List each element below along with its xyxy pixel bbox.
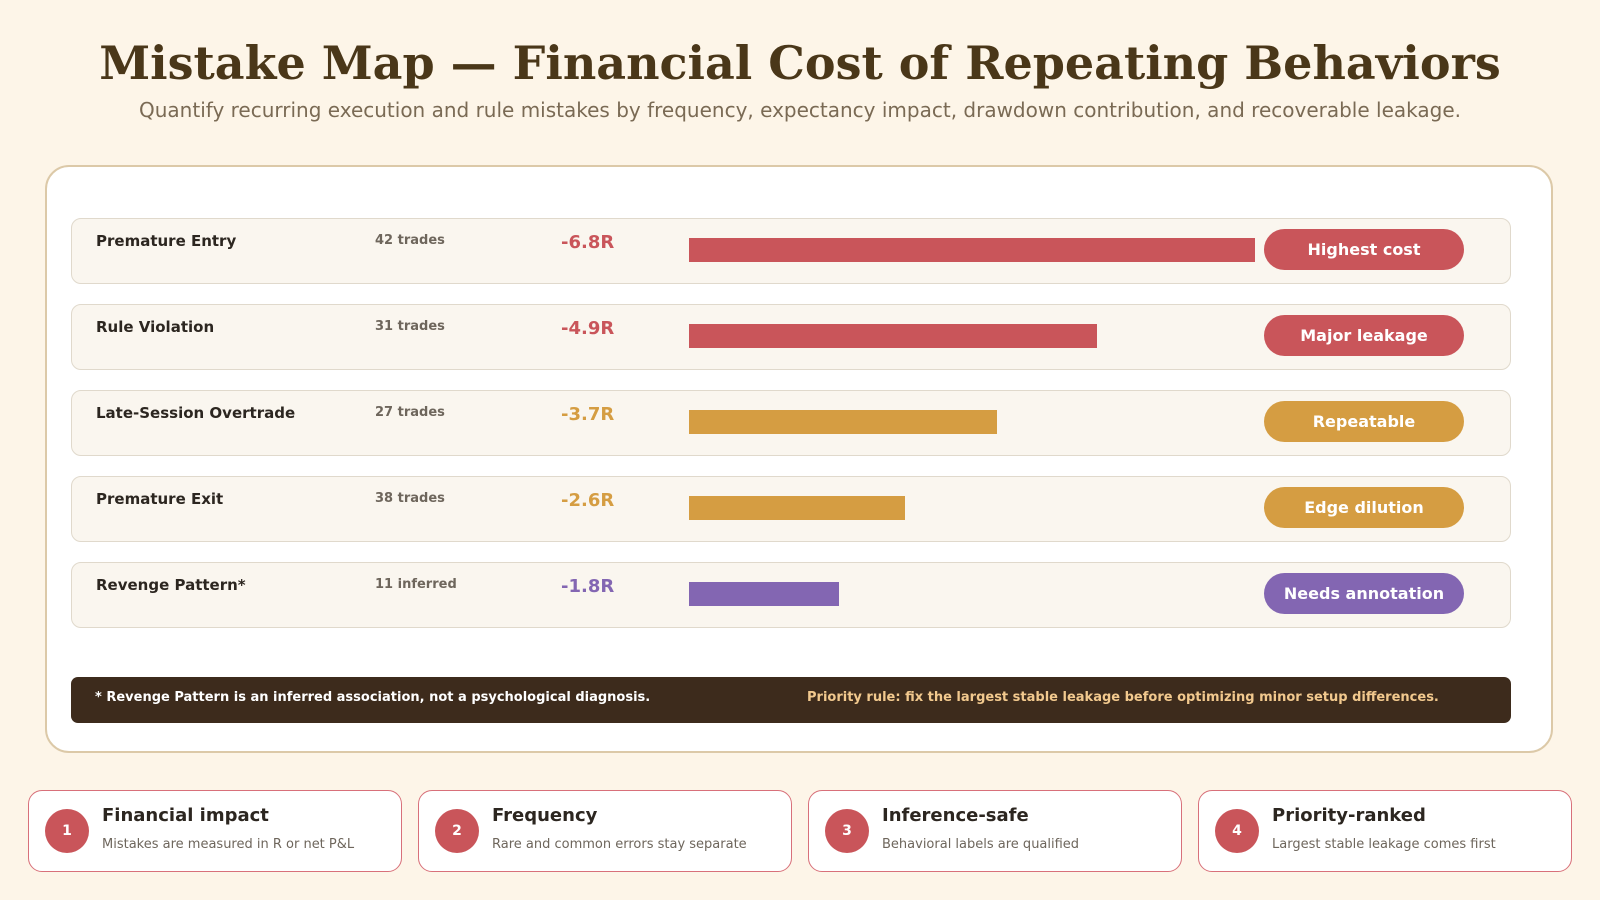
mistake-chart-panel: Premature Entry 42 trades -6.8R Highest … [45,165,1553,753]
mistake-count: 11 inferred [375,577,457,592]
principle-card: 3 Inference-safe Behavioral labels are q… [808,790,1182,872]
mistake-badge: Edge dilution [1264,487,1464,528]
mistake-count: 27 trades [375,405,445,420]
mistake-label: Revenge Pattern* [96,576,246,594]
mistake-badge: Highest cost [1264,229,1464,270]
mistake-value-label: -2.6R [561,490,615,511]
mistake-value-label: -6.8R [561,232,615,253]
card-number-badge: 4 [1215,809,1259,853]
priority-rule: Priority rule: fix the largest stable le… [807,690,1439,705]
card-title: Financial impact [102,805,269,826]
card-number-badge: 2 [435,809,479,853]
card-description: Rare and common errors stay separate [492,837,747,852]
mistake-value-label: -4.9R [561,318,615,339]
mistake-bar [689,410,997,434]
card-description: Mistakes are measured in R or net P&L [102,837,355,852]
mistake-row: Revenge Pattern* 11 inferred -1.8R Needs… [71,562,1511,628]
mistake-bar [689,496,906,520]
mistake-value-label: -3.7R [561,404,615,425]
mistake-count: 42 trades [375,233,445,248]
mistake-label: Rule Violation [96,318,215,336]
mistake-label: Late-Session Overtrade [96,404,296,422]
mistake-label: Premature Entry [96,232,237,250]
bar-track [689,324,1255,348]
mistake-badge: Repeatable [1264,401,1464,442]
mistake-bar [689,324,1097,348]
principle-card: 4 Priority-ranked Largest stable leakage… [1198,790,1572,872]
footer-note-bar: * Revenge Pattern is an inferred associa… [71,677,1511,723]
card-title: Priority-ranked [1272,805,1426,826]
mistake-value-label: -1.8R [561,576,615,597]
page-title: Mistake Map — Financial Cost of Repeatin… [99,36,1501,90]
principle-card: 1 Financial impact Mistakes are measured… [28,790,402,872]
mistake-bar [689,238,1255,262]
mistake-count: 31 trades [375,319,445,334]
mistake-row: Late-Session Overtrade 27 trades -3.7R R… [71,390,1511,456]
principle-card: 2 Frequency Rare and common errors stay … [418,790,792,872]
footnote: * Revenge Pattern is an inferred associa… [95,690,651,705]
bar-track [689,496,1255,520]
bar-track [689,582,1255,606]
mistake-badge: Major leakage [1264,315,1464,356]
mistake-row: Premature Exit 38 trades -2.6R Edge dilu… [71,476,1511,542]
card-description: Behavioral labels are qualified [882,837,1080,852]
card-number-badge: 1 [45,809,89,853]
card-number-badge: 3 [825,809,869,853]
mistake-badge: Needs annotation [1264,573,1464,614]
card-title: Frequency [492,805,598,826]
page-subtitle: Quantify recurring execution and rule mi… [139,98,1461,122]
bar-track [689,238,1255,262]
bar-track [689,410,1255,434]
mistake-label: Premature Exit [96,490,224,508]
mistake-bar [689,582,839,606]
mistake-row: Premature Entry 42 trades -6.8R Highest … [71,218,1511,284]
mistake-count: 38 trades [375,491,445,506]
mistake-row: Rule Violation 31 trades -4.9R Major lea… [71,304,1511,370]
card-title: Inference-safe [882,805,1029,826]
card-description: Largest stable leakage comes first [1272,837,1496,852]
